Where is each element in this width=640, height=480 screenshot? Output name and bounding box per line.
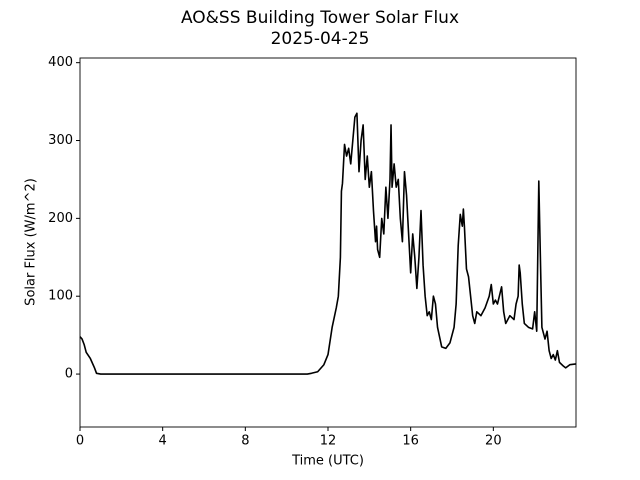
y-tick-label: 400 [48, 55, 73, 70]
y-tick-label: 200 [48, 211, 73, 226]
y-axis-label: Solar Flux (W/m^2) [24, 178, 39, 306]
y-tick-label: 0 [65, 367, 73, 382]
chart-title: AO&SS Building Tower Solar Flux [181, 8, 459, 28]
plot-frame [79, 57, 577, 428]
chart-subtitle: 2025-04-25 [271, 29, 370, 49]
x-tick-label: 12 [320, 434, 337, 449]
y-tick-label: 300 [48, 133, 73, 148]
x-tick-label: 8 [241, 434, 249, 449]
x-tick-label: 16 [402, 434, 419, 449]
data-line [79, 112, 577, 375]
y-tick-label: 100 [48, 289, 73, 304]
x-tick-label: 20 [485, 434, 502, 449]
x-axis-label: Time (UTC) [291, 454, 364, 469]
x-tick-label: 0 [76, 434, 84, 449]
x-tick-label: 4 [159, 434, 167, 449]
